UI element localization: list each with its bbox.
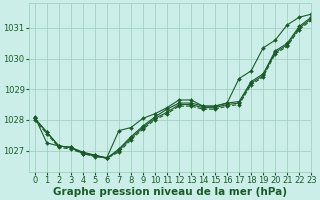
X-axis label: Graphe pression niveau de la mer (hPa): Graphe pression niveau de la mer (hPa)	[53, 187, 287, 197]
